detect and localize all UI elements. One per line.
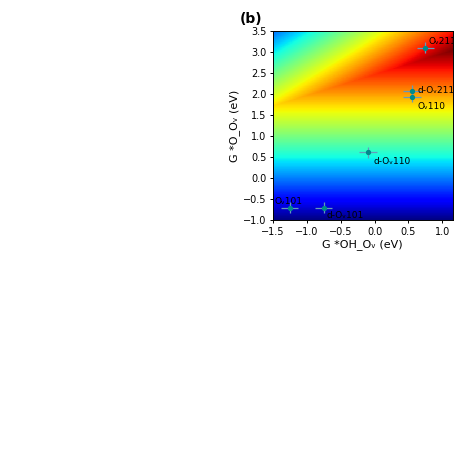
Text: d-Oᵥ110: d-Oᵥ110	[373, 157, 410, 166]
Y-axis label: G *O_Oᵥ (eV): G *O_Oᵥ (eV)	[229, 90, 240, 162]
Text: d-Oᵥ211: d-Oᵥ211	[417, 86, 455, 95]
X-axis label: G *OH_Oᵥ (eV): G *OH_Oᵥ (eV)	[322, 239, 403, 250]
Text: Oᵥ110: Oᵥ110	[417, 102, 446, 111]
Text: d-Oᵥ101: d-Oᵥ101	[327, 211, 364, 220]
Text: Oᵥ211: Oᵥ211	[428, 37, 456, 46]
Text: Oᵥ101: Oᵥ101	[274, 197, 302, 206]
Text: (b): (b)	[239, 12, 262, 26]
